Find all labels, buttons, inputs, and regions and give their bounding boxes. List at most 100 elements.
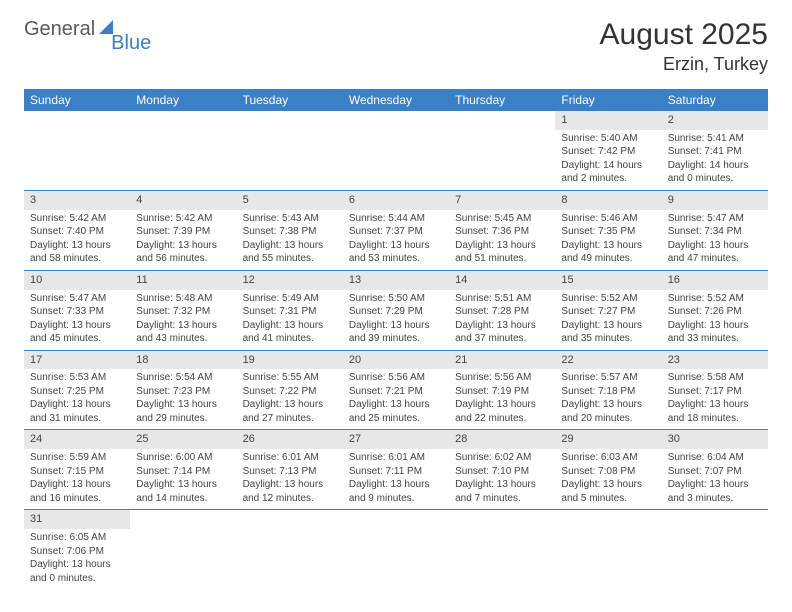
day-number: 3 — [24, 191, 130, 210]
sunset-text: Sunset: 7:07 PM — [668, 465, 762, 479]
sunrise-text: Sunrise: 5:52 AM — [668, 292, 762, 306]
calendar-cell: 20Sunrise: 5:56 AMSunset: 7:21 PMDayligh… — [343, 350, 449, 430]
day-body: Sunrise: 5:55 AMSunset: 7:22 PMDaylight:… — [237, 369, 343, 429]
calendar-cell: 13Sunrise: 5:50 AMSunset: 7:29 PMDayligh… — [343, 270, 449, 350]
sunrise-text: Sunrise: 5:52 AM — [561, 292, 655, 306]
header: General Blue August 2025 Erzin, Turkey — [24, 18, 768, 75]
day-body: Sunrise: 5:56 AMSunset: 7:19 PMDaylight:… — [449, 369, 555, 429]
calendar-cell: 2Sunrise: 5:41 AMSunset: 7:41 PMDaylight… — [662, 111, 768, 190]
daylight-text: Daylight: 13 hours and 58 minutes. — [30, 239, 124, 266]
calendar-cell: 5Sunrise: 5:43 AMSunset: 7:38 PMDaylight… — [237, 190, 343, 270]
sunrise-text: Sunrise: 5:42 AM — [136, 212, 230, 226]
sunrise-text: Sunrise: 5:55 AM — [243, 371, 337, 385]
day-body: Sunrise: 6:01 AMSunset: 7:13 PMDaylight:… — [237, 449, 343, 509]
day-body: Sunrise: 5:41 AMSunset: 7:41 PMDaylight:… — [662, 130, 768, 190]
day-number: 12 — [237, 271, 343, 290]
calendar-cell — [449, 510, 555, 589]
calendar-row: 10Sunrise: 5:47 AMSunset: 7:33 PMDayligh… — [24, 270, 768, 350]
sunset-text: Sunset: 7:23 PM — [136, 385, 230, 399]
calendar-cell: 7Sunrise: 5:45 AMSunset: 7:36 PMDaylight… — [449, 190, 555, 270]
calendar-cell: 9Sunrise: 5:47 AMSunset: 7:34 PMDaylight… — [662, 190, 768, 270]
calendar-cell: 19Sunrise: 5:55 AMSunset: 7:22 PMDayligh… — [237, 350, 343, 430]
sunset-text: Sunset: 7:35 PM — [561, 225, 655, 239]
sunset-text: Sunset: 7:26 PM — [668, 305, 762, 319]
daylight-text: Daylight: 13 hours and 45 minutes. — [30, 319, 124, 346]
day-body: Sunrise: 6:05 AMSunset: 7:06 PMDaylight:… — [24, 529, 130, 589]
day-number: 29 — [555, 430, 661, 449]
calendar-cell — [237, 510, 343, 589]
calendar-cell: 30Sunrise: 6:04 AMSunset: 7:07 PMDayligh… — [662, 430, 768, 510]
calendar-row: 3Sunrise: 5:42 AMSunset: 7:40 PMDaylight… — [24, 190, 768, 270]
logo: General Blue — [24, 18, 155, 41]
day-body: Sunrise: 5:50 AMSunset: 7:29 PMDaylight:… — [343, 290, 449, 350]
day-body: Sunrise: 5:57 AMSunset: 7:18 PMDaylight:… — [555, 369, 661, 429]
day-body: Sunrise: 6:00 AMSunset: 7:14 PMDaylight:… — [130, 449, 236, 509]
day-body: Sunrise: 5:56 AMSunset: 7:21 PMDaylight:… — [343, 369, 449, 429]
daylight-text: Daylight: 13 hours and 14 minutes. — [136, 478, 230, 505]
day-header: Monday — [130, 89, 236, 111]
day-number: 22 — [555, 351, 661, 370]
day-number: 18 — [130, 351, 236, 370]
calendar-cell: 17Sunrise: 5:53 AMSunset: 7:25 PMDayligh… — [24, 350, 130, 430]
sunset-text: Sunset: 7:33 PM — [30, 305, 124, 319]
day-number: 23 — [662, 351, 768, 370]
day-body: Sunrise: 5:52 AMSunset: 7:26 PMDaylight:… — [662, 290, 768, 350]
day-number: 28 — [449, 430, 555, 449]
sunrise-text: Sunrise: 5:53 AM — [30, 371, 124, 385]
sunrise-text: Sunrise: 6:01 AM — [243, 451, 337, 465]
day-body: Sunrise: 5:42 AMSunset: 7:40 PMDaylight:… — [24, 210, 130, 270]
sunrise-text: Sunrise: 5:59 AM — [30, 451, 124, 465]
daylight-text: Daylight: 13 hours and 43 minutes. — [136, 319, 230, 346]
daylight-text: Daylight: 13 hours and 41 minutes. — [243, 319, 337, 346]
sunrise-text: Sunrise: 5:40 AM — [561, 132, 655, 146]
sunset-text: Sunset: 7:15 PM — [30, 465, 124, 479]
sunrise-text: Sunrise: 5:54 AM — [136, 371, 230, 385]
daylight-text: Daylight: 13 hours and 37 minutes. — [455, 319, 549, 346]
calendar-cell: 22Sunrise: 5:57 AMSunset: 7:18 PMDayligh… — [555, 350, 661, 430]
day-body: Sunrise: 5:48 AMSunset: 7:32 PMDaylight:… — [130, 290, 236, 350]
sunrise-text: Sunrise: 5:47 AM — [668, 212, 762, 226]
daylight-text: Daylight: 13 hours and 16 minutes. — [30, 478, 124, 505]
daylight-text: Daylight: 13 hours and 56 minutes. — [136, 239, 230, 266]
sunset-text: Sunset: 7:22 PM — [243, 385, 337, 399]
sunset-text: Sunset: 7:39 PM — [136, 225, 230, 239]
sunset-text: Sunset: 7:28 PM — [455, 305, 549, 319]
day-number: 31 — [24, 510, 130, 529]
day-number: 11 — [130, 271, 236, 290]
calendar-cell: 14Sunrise: 5:51 AMSunset: 7:28 PMDayligh… — [449, 270, 555, 350]
daylight-text: Daylight: 13 hours and 39 minutes. — [349, 319, 443, 346]
sunset-text: Sunset: 7:37 PM — [349, 225, 443, 239]
sunrise-text: Sunrise: 5:49 AM — [243, 292, 337, 306]
day-header: Wednesday — [343, 89, 449, 111]
day-number: 19 — [237, 351, 343, 370]
sunset-text: Sunset: 7:41 PM — [668, 145, 762, 159]
daylight-text: Daylight: 13 hours and 0 minutes. — [30, 558, 124, 585]
sunrise-text: Sunrise: 5:51 AM — [455, 292, 549, 306]
sunrise-text: Sunrise: 5:57 AM — [561, 371, 655, 385]
sunrise-text: Sunrise: 6:05 AM — [30, 531, 124, 545]
calendar-row: 24Sunrise: 5:59 AMSunset: 7:15 PMDayligh… — [24, 430, 768, 510]
calendar-cell: 1Sunrise: 5:40 AMSunset: 7:42 PMDaylight… — [555, 111, 661, 190]
day-header-row: Sunday Monday Tuesday Wednesday Thursday… — [24, 89, 768, 111]
calendar-cell — [130, 510, 236, 589]
calendar-row: 17Sunrise: 5:53 AMSunset: 7:25 PMDayligh… — [24, 350, 768, 430]
logo-text-general: General — [24, 18, 95, 41]
sunrise-text: Sunrise: 5:41 AM — [668, 132, 762, 146]
calendar-cell: 3Sunrise: 5:42 AMSunset: 7:40 PMDaylight… — [24, 190, 130, 270]
sunrise-text: Sunrise: 5:47 AM — [30, 292, 124, 306]
day-number: 5 — [237, 191, 343, 210]
sunrise-text: Sunrise: 6:01 AM — [349, 451, 443, 465]
calendar-cell: 10Sunrise: 5:47 AMSunset: 7:33 PMDayligh… — [24, 270, 130, 350]
calendar-cell — [237, 111, 343, 190]
calendar-cell — [662, 510, 768, 589]
daylight-text: Daylight: 13 hours and 53 minutes. — [349, 239, 443, 266]
daylight-text: Daylight: 13 hours and 35 minutes. — [561, 319, 655, 346]
sunrise-text: Sunrise: 6:00 AM — [136, 451, 230, 465]
day-body: Sunrise: 5:46 AMSunset: 7:35 PMDaylight:… — [555, 210, 661, 270]
calendar-cell — [449, 111, 555, 190]
day-number: 25 — [130, 430, 236, 449]
calendar-row: 31Sunrise: 6:05 AMSunset: 7:06 PMDayligh… — [24, 510, 768, 589]
sunset-text: Sunset: 7:08 PM — [561, 465, 655, 479]
day-number: 1 — [555, 111, 661, 130]
sunrise-text: Sunrise: 5:44 AM — [349, 212, 443, 226]
